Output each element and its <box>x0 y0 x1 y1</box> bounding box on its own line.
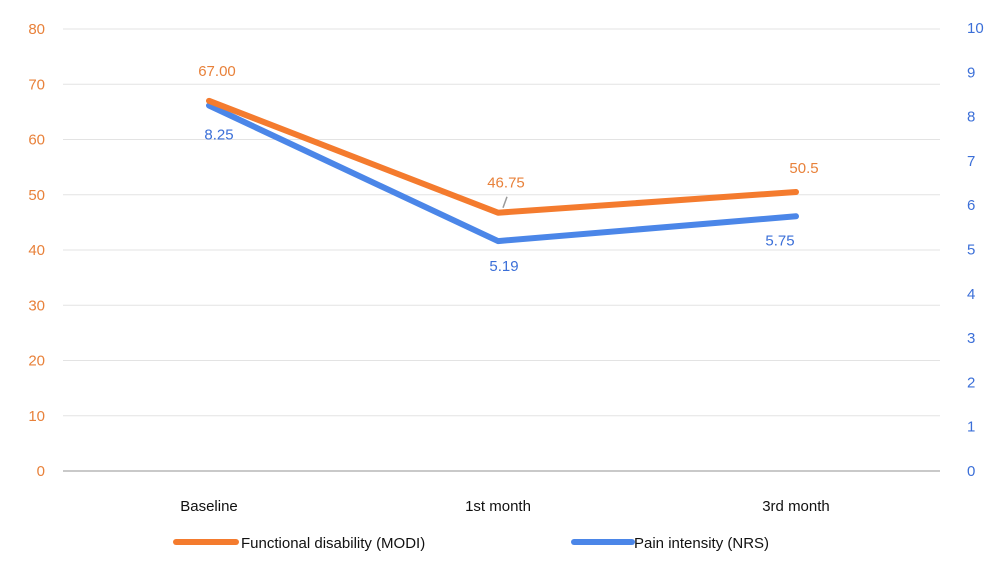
data-label-leader <box>502 196 508 208</box>
right-axis-tick-label: 10 <box>967 20 984 37</box>
left-axis-tick-label: 20 <box>28 353 45 370</box>
right-axis-tick-label: 9 <box>967 64 975 81</box>
right-axis-tick-label: 1 <box>967 419 975 436</box>
left-axis-tick-label: 30 <box>28 297 45 314</box>
data-labels: 67.00 46.75 50.5 8.25 5.19 5.75 <box>198 63 818 275</box>
data-label-nrs: 8.25 <box>204 127 233 144</box>
x-axis-category-label: Baseline <box>180 498 238 515</box>
left-axis-tick-label: 70 <box>28 76 45 93</box>
right-axis-tick-label: 5 <box>967 242 975 259</box>
legend: Functional disability (MODI) Pain intens… <box>173 535 769 552</box>
series-line-nrs <box>206 102 799 245</box>
data-label-nrs: 5.19 <box>489 258 518 275</box>
data-label-modi: 50.5 <box>789 160 818 177</box>
series-line-modi <box>206 97 799 216</box>
data-label-modi: 67.00 <box>198 63 236 80</box>
legend-label-nrs: Pain intensity (NRS) <box>634 535 769 552</box>
left-axis-tick-label: 40 <box>28 242 45 259</box>
x-axis-category-label: 3rd month <box>762 498 830 515</box>
left-axis-tick-label: 10 <box>28 408 45 425</box>
right-axis-tick-label: 0 <box>967 463 975 480</box>
left-axis-tick-label: 60 <box>28 132 45 149</box>
right-axis-tick-label: 2 <box>967 374 975 391</box>
legend-label-modi: Functional disability (MODI) <box>241 535 425 552</box>
left-axis-tick-label: 80 <box>28 21 45 38</box>
data-label-modi: 46.75 <box>487 175 525 192</box>
right-axis-tick-label: 7 <box>967 153 975 170</box>
left-axis-tick-label: 0 <box>37 463 45 480</box>
left-axis-tick-label: 50 <box>28 187 45 204</box>
x-axis-categories: Baseline 1st month 3rd month <box>180 498 830 515</box>
right-axis-tick-label: 6 <box>967 197 975 214</box>
series-lines <box>206 97 799 245</box>
right-axis-ticks: 0 1 2 3 4 5 6 7 8 9 10 <box>967 20 984 480</box>
data-label-nrs: 5.75 <box>765 232 794 249</box>
x-axis-category-label: 1st month <box>465 498 531 515</box>
right-axis-tick-label: 8 <box>967 109 975 126</box>
grid-lines <box>63 28 940 472</box>
right-axis-tick-label: 3 <box>967 330 975 347</box>
left-axis-ticks: 0 10 20 30 40 50 60 70 80 <box>28 21 45 480</box>
right-axis-tick-label: 4 <box>967 286 975 303</box>
